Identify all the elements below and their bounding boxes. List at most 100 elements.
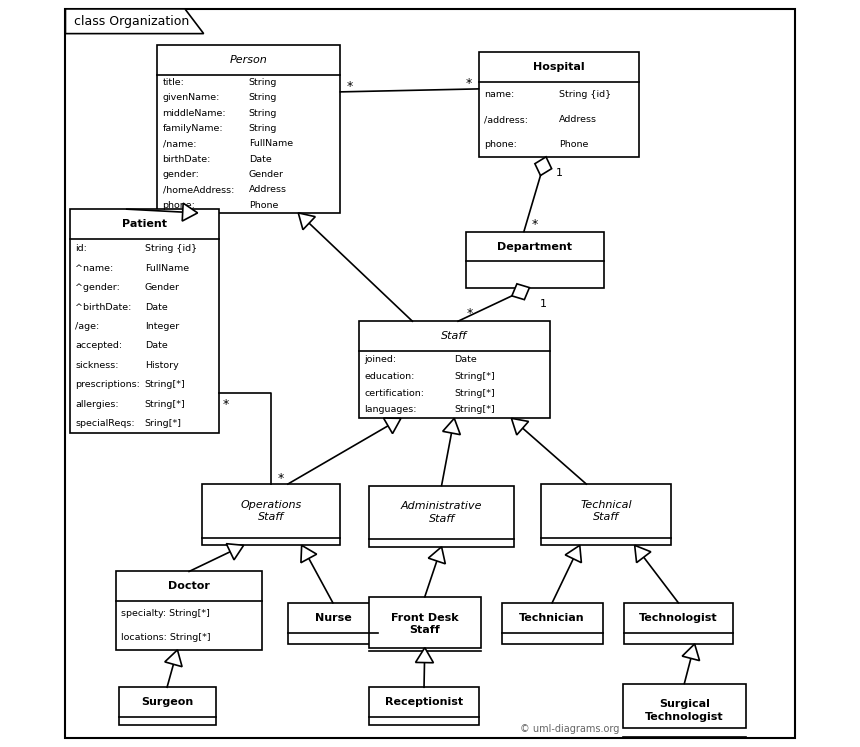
Text: title:: title: [163, 78, 184, 87]
Text: FullName: FullName [249, 139, 293, 149]
Text: Receptionist: Receptionist [385, 697, 463, 707]
Text: Gender: Gender [144, 283, 180, 292]
Polygon shape [301, 545, 316, 562]
Text: FullName: FullName [144, 264, 189, 273]
Polygon shape [65, 9, 204, 34]
Polygon shape [415, 648, 433, 663]
Bar [466, 232, 604, 288]
Bar [501, 603, 603, 644]
Text: 1: 1 [556, 168, 563, 179]
Text: ^gender:: ^gender: [75, 283, 120, 292]
Text: String[*]: String[*] [454, 406, 495, 415]
Text: *: * [278, 471, 284, 485]
Text: Sring[*]: Sring[*] [144, 419, 181, 428]
Text: Gender: Gender [249, 170, 284, 179]
Polygon shape [535, 157, 551, 176]
Text: /homeAddress:: /homeAddress: [163, 185, 234, 194]
Polygon shape [512, 418, 529, 435]
Text: /age:: /age: [75, 322, 100, 331]
Text: String: String [249, 124, 277, 133]
Polygon shape [165, 650, 182, 666]
Bar [157, 45, 341, 213]
Polygon shape [443, 418, 460, 435]
Text: String[*]: String[*] [454, 388, 495, 397]
Text: String: String [249, 78, 277, 87]
Text: Nurse: Nurse [315, 613, 351, 623]
Text: Hospital: Hospital [533, 62, 585, 72]
Polygon shape [298, 213, 316, 229]
Bar [116, 571, 262, 650]
Text: *: * [466, 307, 472, 320]
Text: Date: Date [144, 341, 168, 350]
Text: Phone: Phone [559, 140, 588, 149]
Text: Operations
Staff: Operations Staff [241, 500, 302, 522]
Text: String[*]: String[*] [144, 380, 186, 389]
Text: Date: Date [454, 355, 477, 364]
Bar [624, 603, 733, 644]
Text: familyName:: familyName: [163, 124, 224, 133]
Polygon shape [428, 547, 445, 564]
Bar [478, 52, 639, 157]
Text: *: * [532, 217, 538, 231]
Text: class Organization: class Organization [75, 15, 190, 28]
Bar [288, 603, 378, 644]
Text: name:: name: [484, 90, 514, 99]
Text: Administrative
Staff: Administrative Staff [401, 501, 482, 524]
Bar [119, 687, 216, 725]
Text: languages:: languages: [365, 406, 417, 415]
Text: 1: 1 [539, 299, 546, 309]
Text: certification:: certification: [365, 388, 424, 397]
Text: Staff: Staff [441, 331, 467, 341]
Text: allergies:: allergies: [75, 400, 119, 409]
Bar [359, 321, 550, 418]
Text: Technologist: Technologist [639, 613, 718, 623]
Text: education:: education: [365, 372, 415, 381]
Text: Doctor: Doctor [169, 581, 210, 592]
Text: *: * [466, 77, 472, 90]
Text: phone:: phone: [163, 201, 195, 210]
Text: id:: id: [75, 244, 87, 253]
Text: String {id}: String {id} [559, 90, 611, 99]
Text: Person: Person [230, 55, 267, 65]
Text: Integer: Integer [144, 322, 179, 331]
Text: String {id}: String {id} [144, 244, 197, 253]
Text: String: String [249, 108, 277, 117]
Text: joined:: joined: [365, 355, 396, 364]
Polygon shape [226, 544, 243, 560]
Text: Technical
Staff: Technical Staff [580, 500, 632, 522]
Text: Surgeon: Surgeon [141, 697, 194, 707]
Polygon shape [682, 644, 699, 660]
Text: Technician: Technician [519, 613, 585, 623]
Text: *: * [222, 397, 229, 411]
Text: History: History [144, 361, 178, 370]
Text: Department: Department [497, 241, 573, 252]
Text: Phone: Phone [249, 201, 279, 210]
Text: locations: String[*]: locations: String[*] [121, 633, 211, 642]
Text: phone:: phone: [484, 140, 517, 149]
Text: givenName:: givenName: [163, 93, 220, 102]
Text: Front Desk
Staff: Front Desk Staff [391, 613, 458, 635]
Bar [623, 684, 746, 728]
Text: Patient: Patient [122, 219, 167, 229]
Bar [369, 687, 479, 725]
Text: Date: Date [249, 155, 272, 164]
Polygon shape [384, 418, 401, 433]
Polygon shape [565, 545, 581, 562]
Text: Address: Address [249, 185, 287, 194]
Text: String[*]: String[*] [144, 400, 186, 409]
Bar [369, 597, 481, 648]
Text: gender:: gender: [163, 170, 200, 179]
Text: /address:: /address: [484, 115, 528, 124]
Text: String[*]: String[*] [454, 372, 495, 381]
Text: Address: Address [559, 115, 597, 124]
Text: *: * [347, 80, 353, 93]
Polygon shape [182, 203, 198, 221]
Text: ^name:: ^name: [75, 264, 114, 273]
Text: specialty: String[*]: specialty: String[*] [121, 609, 211, 618]
Text: accepted:: accepted: [75, 341, 122, 350]
Bar [70, 209, 219, 433]
Polygon shape [635, 545, 651, 562]
Text: middleName:: middleName: [163, 108, 226, 117]
Text: birthDate:: birthDate: [163, 155, 211, 164]
Bar [369, 486, 514, 547]
